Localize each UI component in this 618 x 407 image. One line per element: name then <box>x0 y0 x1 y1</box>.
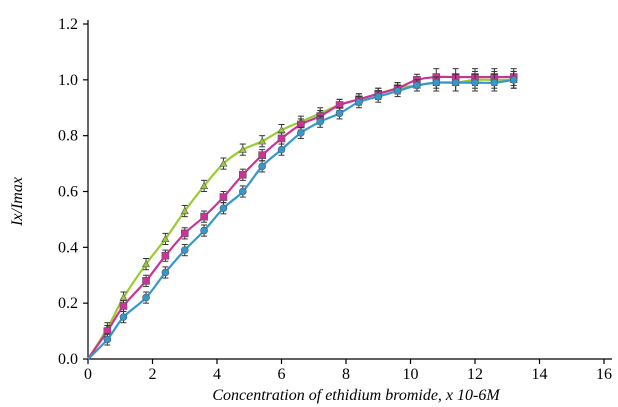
data-point <box>393 87 402 95</box>
data-point <box>200 226 208 235</box>
data-point <box>258 151 266 160</box>
data-point <box>238 145 247 153</box>
data-point <box>509 76 518 84</box>
data-point <box>142 259 151 268</box>
data-point <box>161 234 170 243</box>
data-point <box>239 187 247 196</box>
y-tick-label: 0.2 <box>58 295 78 312</box>
x-tick-label: 0 <box>84 366 92 383</box>
x-tick-label: 8 <box>342 366 350 383</box>
x-tick-label: 10 <box>403 366 419 383</box>
data-point <box>239 170 247 179</box>
y-tick-label: 0.8 <box>58 128 78 145</box>
y-tick-label: 0.6 <box>58 184 78 201</box>
data-point <box>374 92 383 101</box>
data-point <box>180 206 189 215</box>
data-point <box>297 129 305 137</box>
data-point <box>335 109 344 118</box>
data-point <box>200 181 209 190</box>
data-point <box>219 204 228 213</box>
series-triangle <box>87 70 518 360</box>
data-point <box>219 193 228 201</box>
series-circle <box>87 70 518 360</box>
y-tick-label: 0.4 <box>58 239 78 256</box>
data-point <box>277 134 286 143</box>
data-point <box>103 335 112 344</box>
x-tick-label: 16 <box>596 366 612 383</box>
x-tick-label: 14 <box>532 366 548 383</box>
data-point <box>432 78 441 87</box>
x-axis-title: Concentration of ethidium bromide, x 10-… <box>212 387 501 404</box>
data-point <box>161 268 170 277</box>
data-point <box>161 251 170 260</box>
series-square <box>87 68 518 360</box>
data-point <box>219 159 228 167</box>
y-tick-label: 1.0 <box>58 72 78 89</box>
series-layer <box>87 68 518 360</box>
data-point <box>142 277 150 285</box>
data-point <box>490 78 499 87</box>
data-point <box>258 162 266 171</box>
data-point <box>471 78 479 87</box>
y-tick-label: 1.2 <box>58 16 78 33</box>
data-point <box>355 98 363 106</box>
x-tick-label: 2 <box>149 366 157 383</box>
axes: 0 2 4 6 8 10 12 14 16 0.0 0.2 0.4 0.6 0.8 1.0 1.2 <box>58 16 612 383</box>
y-tick-label: 0.0 <box>58 351 78 368</box>
data-point <box>200 212 208 221</box>
data-point <box>119 313 128 321</box>
data-point <box>277 145 286 154</box>
x-tick-label: 4 <box>213 366 221 383</box>
data-point <box>451 78 460 87</box>
data-point <box>142 293 150 302</box>
y-axis-title: Ix/Imax <box>9 177 26 227</box>
data-point <box>413 81 421 90</box>
data-point <box>258 137 267 145</box>
data-point <box>180 229 189 238</box>
x-tick-label: 12 <box>467 366 483 383</box>
data-point <box>180 246 189 254</box>
x-tick-label: 6 <box>278 366 286 383</box>
data-point <box>316 117 325 126</box>
data-point <box>119 302 128 310</box>
